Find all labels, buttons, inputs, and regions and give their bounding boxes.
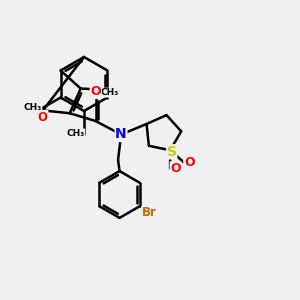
Text: O: O bbox=[38, 110, 48, 124]
Text: CH₃: CH₃ bbox=[67, 129, 85, 138]
Text: N: N bbox=[115, 128, 127, 142]
Text: Br: Br bbox=[142, 206, 157, 219]
Text: O: O bbox=[184, 156, 194, 169]
Text: S: S bbox=[167, 145, 177, 159]
Text: CH₃: CH₃ bbox=[24, 103, 42, 112]
Text: O: O bbox=[170, 162, 181, 175]
Text: CH₃: CH₃ bbox=[100, 88, 119, 97]
Text: O: O bbox=[90, 85, 101, 98]
